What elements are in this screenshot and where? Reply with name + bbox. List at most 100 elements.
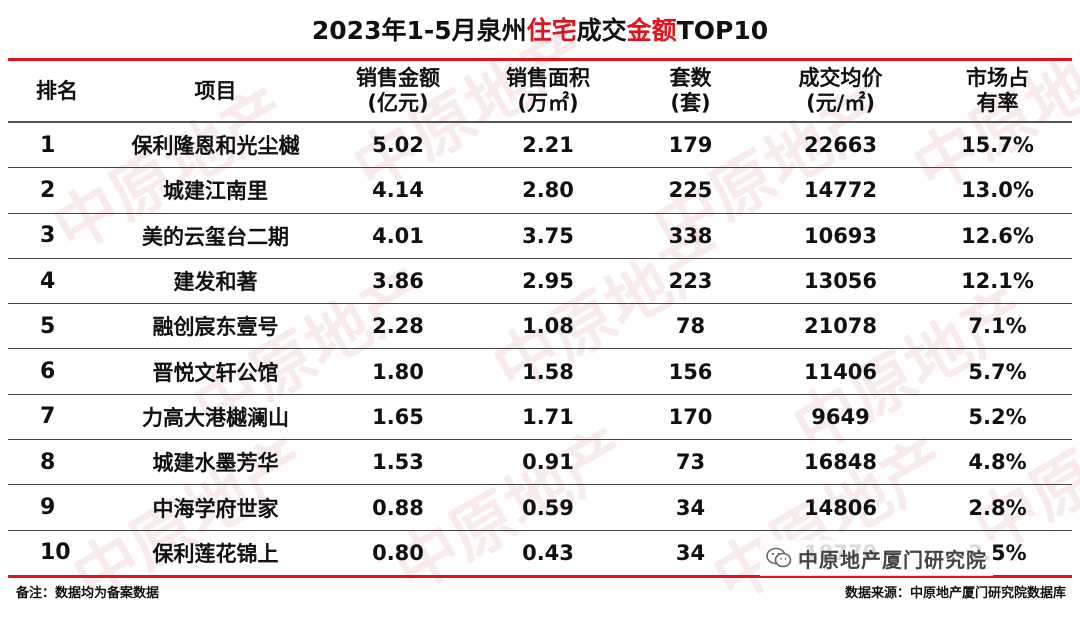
value-cell: 22663 bbox=[758, 122, 923, 169]
value-cell: 0.80 bbox=[372, 540, 424, 565]
rank-cell: 9 bbox=[8, 484, 108, 531]
header-line: 项目 bbox=[194, 78, 237, 103]
header-cell: 销售金额 (亿元) bbox=[323, 59, 473, 123]
project-cell: 美的云玺台二期 bbox=[108, 213, 323, 259]
table-row: 5 融创宸东壹号 2.28 1.08 78 21078 7.1% bbox=[8, 303, 1072, 350]
project-cell: 融创宸东壹号 bbox=[108, 303, 323, 350]
value-cell: 11406 bbox=[758, 348, 923, 395]
value-cell: 1.71 bbox=[473, 394, 623, 441]
title-part-1: 2023年1-5月泉州 bbox=[311, 16, 527, 45]
footer-note: 备注：数据均为备案数据 bbox=[16, 586, 160, 601]
page-title: 2023年1-5月泉州住宅成交金额TOP10 bbox=[8, 0, 1072, 58]
value-cell: 156 bbox=[623, 348, 758, 395]
table-row: 6 晋悦文轩公馆 1.80 1.58 156 11406 5.7% bbox=[8, 348, 1072, 395]
value-cell: 4.14 bbox=[323, 167, 473, 214]
table-row: 9 中海学府世家 0.88 0.59 34 14806 2.8% bbox=[8, 484, 1072, 531]
value-cell: 223 bbox=[623, 258, 758, 305]
value-cell: 0.59 bbox=[473, 484, 623, 531]
value-cell: 34 bbox=[623, 484, 758, 531]
value-cell: 13056 bbox=[758, 258, 923, 305]
value-cell: 15.7% bbox=[923, 122, 1072, 169]
value-cell: 78 bbox=[623, 303, 758, 350]
value-cell: 3.75 bbox=[473, 213, 623, 259]
project-cell: 中海学府世家 bbox=[108, 484, 323, 531]
value-cell: 225 bbox=[623, 167, 758, 214]
value-cell: 1.58 bbox=[473, 348, 623, 395]
title-part-3: 成交 bbox=[576, 16, 627, 45]
value-cell: 5.2% bbox=[923, 394, 1072, 441]
header-cell: 排名 bbox=[8, 59, 108, 123]
value-cell: 4.8% bbox=[923, 439, 1072, 486]
value-cell: 0.91 bbox=[473, 439, 623, 486]
table-frame: 2023年1-5月泉州住宅成交金额TOP10 排名 项目 销售金额 (亿元) 销售面积(… bbox=[8, 0, 1072, 578]
table-body: 1 保利隆恩和光尘樾 5.02 2.21 179 22663 15.7% 2 城建江南里 4.14… bbox=[8, 122, 1072, 576]
value-cell: 2.95 bbox=[473, 258, 623, 305]
value-cell: 2.8% bbox=[923, 484, 1072, 531]
value-cell: 170 bbox=[623, 394, 758, 441]
header-cell: 市场占 有率 bbox=[923, 59, 1072, 123]
value-cell: 2.21 bbox=[473, 122, 623, 169]
header-cell: 成交均价 (元/㎡) bbox=[758, 59, 923, 123]
value-cell: 12.1% bbox=[923, 258, 1072, 305]
project-cell: 力高大港樾澜山 bbox=[108, 394, 323, 441]
header-cell: 项目 bbox=[108, 59, 323, 123]
header-row: 排名 项目 销售金额 (亿元) 销售面积 (万㎡) 套数 (套) 成交均价 (元/㎡) 市场占 有率 bbox=[8, 59, 1072, 123]
footer-source: 数据来源：中原地产厦门研究院数据库 bbox=[844, 586, 1066, 601]
header-line: 排名 bbox=[36, 78, 78, 103]
value-cell: 0.88 bbox=[323, 484, 473, 531]
project-cell: 城建水墨芳华 bbox=[108, 439, 323, 486]
value-cell: 4.01 bbox=[323, 213, 473, 259]
value-cell: 2.28 bbox=[323, 303, 473, 350]
value-cell: 9649 bbox=[758, 394, 923, 441]
header-line: 市场占 bbox=[966, 66, 1029, 90]
value-cell: 1.80 bbox=[323, 348, 473, 395]
value-cell: 338 bbox=[623, 213, 758, 259]
value-cell: 7.1% bbox=[923, 303, 1072, 350]
table-row: 2 城建江南里 4.14 2.80 225 14772 13.0% bbox=[8, 167, 1072, 214]
header-line: (亿元) bbox=[367, 91, 429, 115]
value-cell: 13.0% bbox=[923, 167, 1072, 214]
value-cell: 1.53 bbox=[323, 439, 473, 486]
rank-cell: 6 bbox=[8, 348, 108, 395]
header-cell: 销售面积 (万㎡) bbox=[473, 59, 623, 123]
value-cell: 21078 bbox=[758, 303, 923, 350]
table-row: 4 建发和著 3.86 2.95 223 13056 12.1% bbox=[8, 258, 1072, 305]
value-cell: 2.80 bbox=[473, 167, 623, 214]
wechat-icon bbox=[766, 547, 792, 568]
header-cell: 套数 (套) bbox=[623, 59, 758, 123]
value-cell: 14772 bbox=[758, 167, 923, 214]
table-row: 7 力高大港樾澜山 1.65 1.71 170 9649 5.2% bbox=[8, 394, 1072, 441]
rank-cell: 5 bbox=[8, 303, 108, 350]
rank-cell: 10 bbox=[40, 540, 71, 566]
table-row: 3 美的云玺台二期 4.01 3.75 338 10693 12.6% bbox=[8, 213, 1072, 259]
value-cell: 73 bbox=[623, 439, 758, 486]
value-cell: 3.86 bbox=[323, 258, 473, 305]
project-cell: 保利莲花锦上 bbox=[152, 541, 279, 566]
rank-cell: 4 bbox=[8, 258, 108, 305]
ranking-table: 排名 项目 销售金额 (亿元) 销售面积 (万㎡) 套数 (套) 成交均价 (元/㎡) 市场占 有率 … bbox=[8, 58, 1072, 578]
value-cell: 10693 bbox=[758, 213, 923, 259]
value-cell: 1.65 bbox=[323, 394, 473, 441]
rank-cell: 2 bbox=[8, 167, 108, 214]
wechat-account-name: 中原地产厦门研究院 bbox=[798, 547, 987, 572]
header-line: 销售面积 bbox=[506, 66, 590, 90]
header-line: 成交均价 bbox=[798, 66, 883, 90]
header-line: (套) bbox=[670, 91, 711, 115]
table-row: 1 保利隆恩和光尘樾 5.02 2.21 179 22663 15.7% bbox=[8, 122, 1072, 169]
rank-cell: 7 bbox=[8, 394, 108, 441]
wechat-badge: 中原地产厦门研究院 bbox=[760, 540, 993, 576]
value-cell: 34 bbox=[675, 540, 706, 565]
value-cell: 16848 bbox=[758, 439, 923, 486]
value-cell: 14806 bbox=[758, 484, 923, 531]
project-cell: 城建江南里 bbox=[108, 167, 323, 214]
value-cell: 5.7% bbox=[923, 348, 1072, 395]
project-cell: 保利隆恩和光尘樾 bbox=[108, 122, 323, 169]
project-cell: 建发和著 bbox=[108, 258, 323, 305]
rank-cell: 8 bbox=[8, 439, 108, 486]
rank-cell: 1 bbox=[8, 122, 108, 169]
value-cell: 0.43 bbox=[522, 540, 574, 565]
title-part-4: 金额 bbox=[626, 16, 677, 45]
value-cell: 5.02 bbox=[323, 122, 473, 169]
value-cell: 12.6% bbox=[923, 213, 1072, 259]
title-part-2: 住宅 bbox=[526, 16, 577, 45]
